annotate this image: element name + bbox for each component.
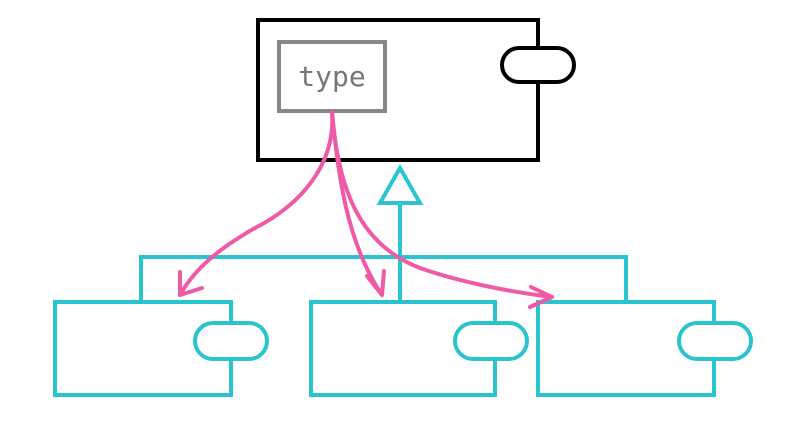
type-parameter: type: [277, 40, 387, 113]
child-3-port-icon: [677, 321, 753, 361]
type-parameter-label: type: [298, 60, 365, 93]
parent-component-box: [256, 18, 540, 162]
reference-arrow-to-child-1: [178, 110, 335, 297]
type-reference-arrows: [178, 110, 554, 309]
child-component-3: [536, 300, 753, 397]
inheritance-bracket-line: [139, 255, 628, 302]
reference-arrow-head-3-icon: [528, 285, 554, 309]
inheritance-arrow-icon: [376, 163, 424, 205]
parent-component: [256, 18, 576, 162]
child-1-port-icon: [193, 321, 269, 361]
child-component-2: [309, 300, 529, 397]
inheritance-connector: [139, 163, 628, 302]
reference-arrow-to-child-3: [330, 110, 554, 299]
parent-port-icon: [500, 46, 576, 84]
reference-arrow-head-1-icon: [178, 270, 204, 297]
child-2-port-icon: [453, 321, 529, 361]
reference-arrow-to-child-2: [330, 110, 384, 297]
reference-arrow-head-2-icon: [365, 269, 386, 297]
child-component-1: [53, 300, 269, 397]
